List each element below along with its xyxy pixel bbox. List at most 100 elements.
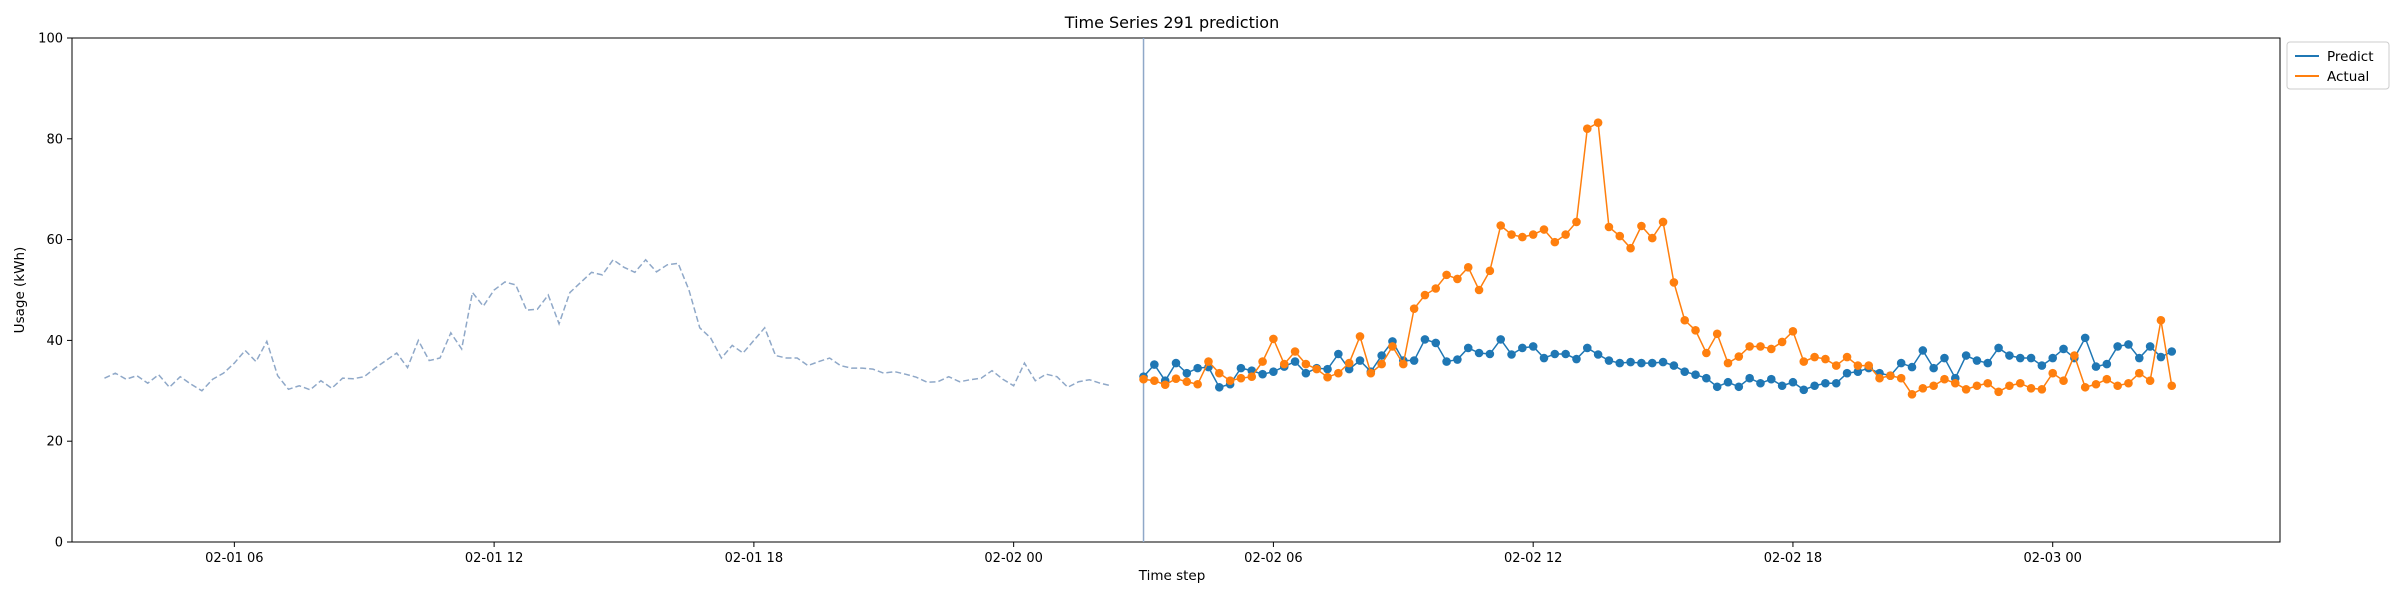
actual-point [1972,381,1982,391]
predict-point [1723,377,1733,387]
predict-point [2005,351,2014,360]
legend-label-predict: Predict [2327,49,2374,65]
actual-point [1225,376,1235,386]
predict-point [1485,349,1495,359]
predict-point [1961,351,1971,360]
actual-point [2026,383,2036,393]
x-axis-label: Time step [1138,568,1206,584]
actual-point [1171,374,1181,384]
predict-point [1994,343,2003,353]
actual-point [1658,217,1668,227]
actual-point [1139,374,1148,384]
actual-point [1940,374,1949,384]
predict-point [1528,342,1538,351]
actual-point [2113,381,2122,391]
predict-point [2124,340,2133,349]
y-axis-label: Usage (kWh) [12,247,28,334]
actual-point [1550,237,1560,247]
predict-point [1929,363,1938,373]
actual-point [1388,342,1397,351]
actual-point [1279,359,1289,369]
actual-point [1290,347,1300,356]
predict-point [1799,385,1809,395]
predict-point [1193,363,1202,373]
predict-point [1918,346,1928,355]
actual-point [1409,304,1419,313]
actual-point [1983,378,1993,388]
actual-point [1463,263,1473,272]
actual-point [1994,387,2003,397]
actual-point [1507,230,1516,239]
predict-point [1269,367,1278,376]
predict-point [2134,353,2144,363]
actual-point [1799,357,1809,366]
predict-point [1431,338,1441,348]
predict-point [1734,382,1744,392]
actual-point [1150,376,1159,386]
actual-point [1442,270,1451,280]
actual-point [2059,376,2068,386]
predict-point [1182,368,1192,378]
actual-point [1637,221,1646,231]
actual-point [1247,372,1257,381]
actual-point [1626,243,1635,253]
predict-point [1626,357,1635,367]
y-axis: 0 20 40 60 80 100 [38,32,72,551]
y-tick-label: 0 [55,536,63,551]
actual-point [2080,382,2090,392]
actual-point [1528,230,1538,239]
predict-point [1788,377,1798,387]
predict-point [1756,378,1765,388]
predict-point [1604,356,1614,365]
actual-point [1756,342,1765,351]
actual-point [1907,390,1917,399]
predict-point [1842,368,1852,378]
actual-point [1593,118,1603,127]
predict-point [1907,362,1917,372]
predict-point [1572,354,1581,364]
predict-point [1539,353,1549,363]
predict-point [1171,358,1181,368]
actual-point [1875,373,1884,383]
predict-point [2059,344,2068,354]
actual-point [2070,351,2079,360]
actual-point [1712,329,1722,339]
actual-point [1214,368,1224,378]
actual-series [1139,118,2177,399]
actual-point [1269,334,1278,344]
chart-title: Time Series 291 prediction [1064,13,1279,32]
actual-point [1853,361,1863,370]
actual-point [1323,372,1332,382]
actual-point [1453,274,1462,284]
predict-point [1463,343,1473,353]
actual-point [1691,326,1700,335]
predict-point [1507,350,1516,359]
legend: Predict Actual [2286,41,2390,90]
actual-point [1193,379,1202,389]
predict-point [1290,357,1300,366]
actual-point [1366,368,1376,378]
actual-point [1950,378,1960,388]
actual-point [1572,217,1581,227]
predict-point [2015,353,2025,363]
predict-point [2037,361,2047,370]
predict-point [1983,358,1993,368]
actual-point [1896,373,1906,383]
actual-point [1723,358,1733,368]
history-line [104,258,1112,392]
predict-point [1702,373,1711,383]
actual-point [1236,373,1246,383]
actual-point [1961,384,1971,394]
actual-point [1377,359,1386,369]
actual-point [2167,381,2177,391]
predict-point [1442,357,1451,366]
predict-point [1669,361,1679,370]
predict-point [1593,350,1603,359]
actual-point [1344,358,1354,368]
predict-point [1647,358,1657,368]
plot-area [71,37,2281,543]
actual-point [2005,381,2014,391]
predict-point [1453,355,1462,364]
actual-point [1929,381,1938,391]
actual-point [1182,377,1192,387]
